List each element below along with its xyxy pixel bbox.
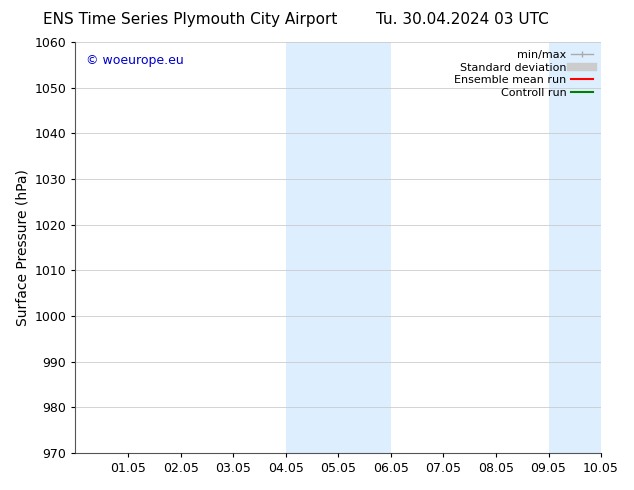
Y-axis label: Surface Pressure (hPa): Surface Pressure (hPa) — [15, 169, 29, 326]
Text: © woeurope.eu: © woeurope.eu — [86, 54, 184, 68]
Title: ENS Time Series Plymouth City Airport      Tu. 30.04.2024 03 UTC: ENS Time Series Plymouth City Airport Tu… — [0, 489, 1, 490]
Legend: min/max, Standard deviation, Ensemble mean run, Controll run: min/max, Standard deviation, Ensemble me… — [452, 48, 595, 100]
Text: Tu. 30.04.2024 03 UTC: Tu. 30.04.2024 03 UTC — [377, 12, 549, 27]
Bar — [548, 42, 601, 453]
Text: ENS Time Series Plymouth City Airport: ENS Time Series Plymouth City Airport — [43, 12, 337, 27]
Bar — [286, 42, 391, 453]
